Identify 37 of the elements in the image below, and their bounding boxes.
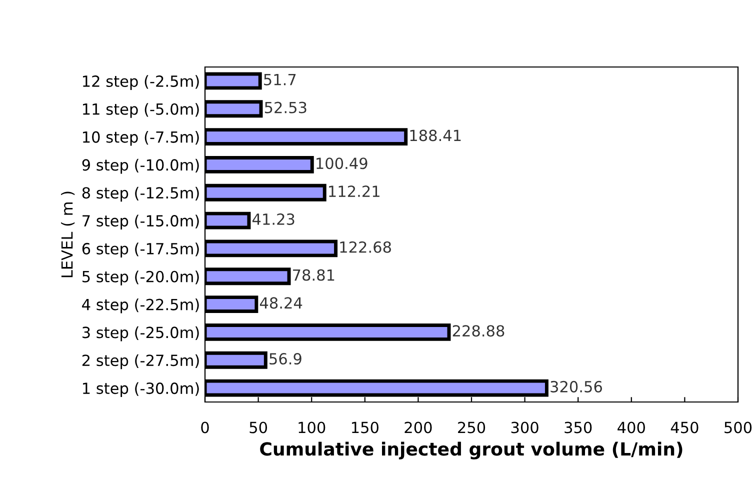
data-label: 320.56 (550, 380, 602, 392)
data-label: 122.68 (340, 241, 391, 253)
data-label: 100.49 (316, 158, 368, 170)
y-tick-label: 8 step (-12.5m) (82, 186, 199, 202)
y-tick-label: 12 step (-2.5m) (83, 75, 199, 90)
data-label: 188.41 (410, 130, 461, 142)
data-label: 56.9 (270, 353, 302, 365)
y-tick-label: 7 step (-15.0m) (82, 214, 199, 230)
x-tick-label: 250 (458, 422, 486, 434)
data-label: 228.88 (452, 325, 504, 337)
y-axis-title: LEVEL ( m ) (61, 192, 75, 278)
x-tick-label: 400 (618, 422, 645, 434)
y-tick-label: 6 step (-17.5m) (82, 242, 199, 258)
x-tick-label: 300 (511, 422, 538, 434)
x-tick-label: 450 (670, 422, 698, 434)
x-tick-label: 0 (201, 422, 209, 434)
y-tick-label: 10 step (-7.5m) (83, 131, 199, 146)
data-label: 112.21 (329, 186, 380, 197)
y-tick-label: 9 step (-10.0m) (82, 158, 199, 174)
data-label: 48.24 (260, 297, 302, 309)
y-tick-label: 4 step (-22.5m) (82, 298, 199, 314)
y-tick-label: 5 step (-20.0m) (82, 270, 199, 286)
data-label: 52.53 (264, 102, 306, 114)
data-label: 41.23 (252, 213, 294, 225)
x-tick-label: 200 (404, 422, 432, 434)
x-tick-label: 150 (352, 422, 378, 434)
x-tick-label: 50 (250, 422, 268, 434)
x-tick-label: 350 (564, 422, 592, 434)
data-label: 78.81 (293, 269, 334, 281)
x-axis-title: Cumulative injected grout volume (L/min) (260, 442, 682, 460)
y-tick-label: 11 step (-5.0m) (83, 103, 199, 118)
x-tick-label: 100 (298, 422, 326, 434)
y-tick-label: 3 step (-25.0m) (82, 326, 199, 342)
data-label: 51.7 (264, 74, 296, 86)
y-tick-label: 2 step (-27.5m) (82, 354, 199, 370)
x-tick-label: 500 (724, 422, 752, 434)
y-tick-label: 1 step (-30.0m) (83, 382, 199, 398)
